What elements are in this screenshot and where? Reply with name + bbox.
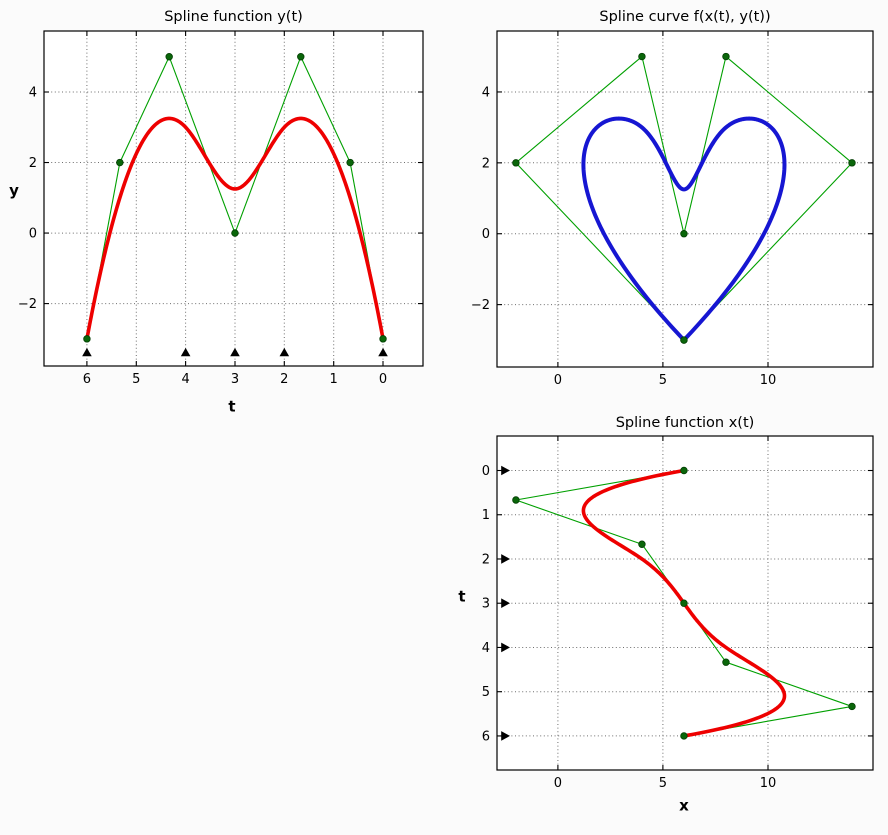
y-tick-label: 0: [482, 227, 490, 242]
control-point-marker: [680, 732, 688, 740]
control-point-marker: [297, 53, 305, 61]
x-tick-label: 3: [231, 372, 239, 387]
knot-marker: [230, 347, 240, 357]
plot-title-heart: Spline curve f(x(t), y(t)): [599, 8, 771, 25]
y-tick-label: 0: [482, 464, 490, 479]
control-point-marker: [512, 159, 520, 167]
knot-marker: [82, 347, 92, 357]
y-tick-label: 1: [482, 508, 490, 523]
knot-marker: [501, 731, 510, 741]
plot-y_of_t: 6 5 4 3 2 1 0 −2 0 2 4: [18, 30, 424, 387]
y-tick-label: −2: [471, 298, 490, 313]
y-axis-label-y-of-t: y: [9, 181, 19, 200]
control-point-marker: [379, 335, 387, 343]
control-point-marker: [680, 599, 688, 607]
control-point-marker: [680, 230, 688, 238]
x-tick-label: 5: [659, 776, 667, 791]
control-point-marker: [848, 702, 856, 711]
control-point-marker: [512, 496, 520, 504]
control-point-marker: [346, 158, 354, 167]
control-point-marker: [680, 466, 688, 475]
x-tick-label: 10: [760, 776, 777, 791]
x-tick-label: 0: [554, 373, 562, 388]
y-axis-label-x-of-t: t: [458, 587, 466, 606]
plot-title-x-of-t: Spline function x(t): [615, 414, 755, 431]
y-tick-label: 0: [29, 227, 37, 242]
knot-marker: [180, 347, 191, 357]
y-tick-label: 6: [482, 729, 490, 744]
control-point-marker: [116, 158, 124, 167]
x-tick-label: 2: [280, 372, 288, 387]
control-point-marker: [680, 336, 688, 344]
control-point-marker: [848, 159, 856, 167]
control-point-marker: [638, 540, 646, 548]
spline-curve: [581, 116, 787, 343]
x-tick-label: 4: [181, 372, 189, 387]
x-tick-label: 0: [554, 776, 562, 791]
x-axis-label-y-of-t: t: [228, 397, 236, 416]
axes-frame: [496, 30, 874, 368]
y-tick-label: 4: [29, 86, 37, 101]
knot-marker: [501, 642, 510, 653]
x-tick-label: 1: [330, 372, 338, 387]
control-point-marker: [638, 52, 646, 61]
y-tick-label: 4: [482, 86, 490, 101]
x-tick-label: 5: [659, 373, 667, 388]
spline-curve: [85, 116, 385, 341]
x-tick-label: 6: [83, 372, 91, 387]
plot-title-y-of-t: Spline function y(t): [164, 8, 303, 25]
knot-marker: [501, 554, 510, 564]
knot-marker: [279, 347, 290, 357]
control-point-marker: [83, 335, 91, 343]
axes-background: [44, 31, 423, 366]
axes-frame: [43, 30, 424, 367]
y-tick-label: −2: [18, 297, 37, 312]
y-tick-label: 3: [482, 597, 490, 612]
plot-heart: 0 5 10 −2 0 2 4: [471, 30, 874, 388]
y-tick-label: 4: [482, 641, 490, 656]
control-point-marker: [722, 658, 730, 666]
x-tick-label: 0: [379, 372, 387, 387]
y-tick-label: 2: [482, 156, 490, 171]
y-tick-label: 2: [482, 553, 490, 568]
y-tick-label: 5: [482, 685, 490, 700]
control-point-marker: [231, 229, 239, 237]
control-point-marker: [165, 53, 173, 61]
plot-x_of_t: 0 5 10 0 1 2 3 4 5 6: [482, 435, 874, 791]
knot-marker: [378, 347, 388, 357]
knot-marker: [501, 598, 510, 609]
control-point-marker: [722, 52, 730, 61]
knot-marker: [501, 465, 510, 476]
axes-background: [497, 31, 873, 367]
y-tick-label: 2: [29, 156, 37, 171]
x-axis-label-x-of-t: x: [679, 796, 689, 815]
x-tick-label: 10: [760, 373, 777, 388]
x-tick-label: 5: [132, 372, 140, 387]
